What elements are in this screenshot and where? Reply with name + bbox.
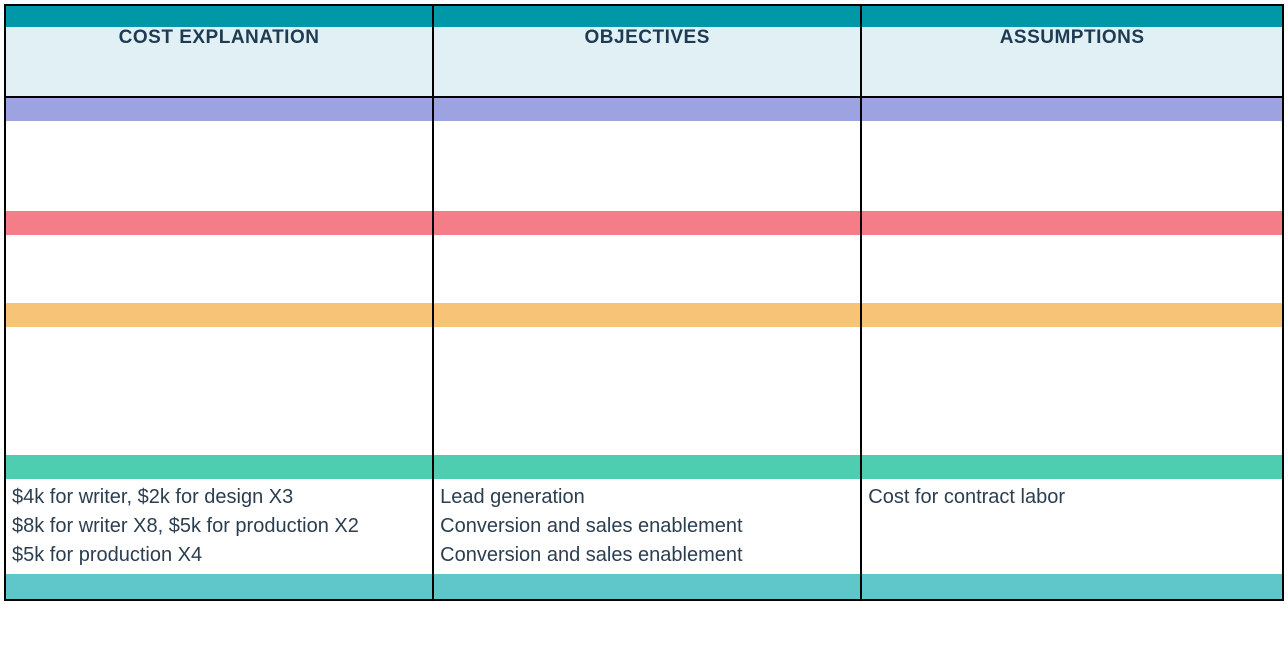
band-purple	[5, 97, 1283, 121]
band-orange	[5, 303, 1283, 327]
spacer-row	[5, 235, 1283, 303]
bottom-accent-bar	[5, 574, 1283, 600]
header-objectives: OBJECTIVES	[433, 27, 861, 97]
band-pink	[5, 211, 1283, 235]
header-row: COST EXPLANATION OBJECTIVES ASSUMPTIONS	[5, 27, 1283, 97]
header-cost-explanation: COST EXPLANATION	[5, 27, 433, 97]
content-row: $4k for writer, $2k for design X3 $8k fo…	[5, 479, 1283, 574]
budget-table: COST EXPLANATION OBJECTIVES ASSUMPTIONS …	[4, 4, 1284, 601]
top-accent-bar	[5, 5, 1283, 27]
spacer-row	[5, 327, 1283, 455]
cell-assumptions: Cost for contract labor	[861, 479, 1283, 574]
cell-cost-explanation: $4k for writer, $2k for design X3 $8k fo…	[5, 479, 433, 574]
spacer-row	[5, 121, 1283, 211]
cell-objectives: Lead generation Conversion and sales ena…	[433, 479, 861, 574]
band-green	[5, 455, 1283, 479]
header-assumptions: ASSUMPTIONS	[861, 27, 1283, 97]
